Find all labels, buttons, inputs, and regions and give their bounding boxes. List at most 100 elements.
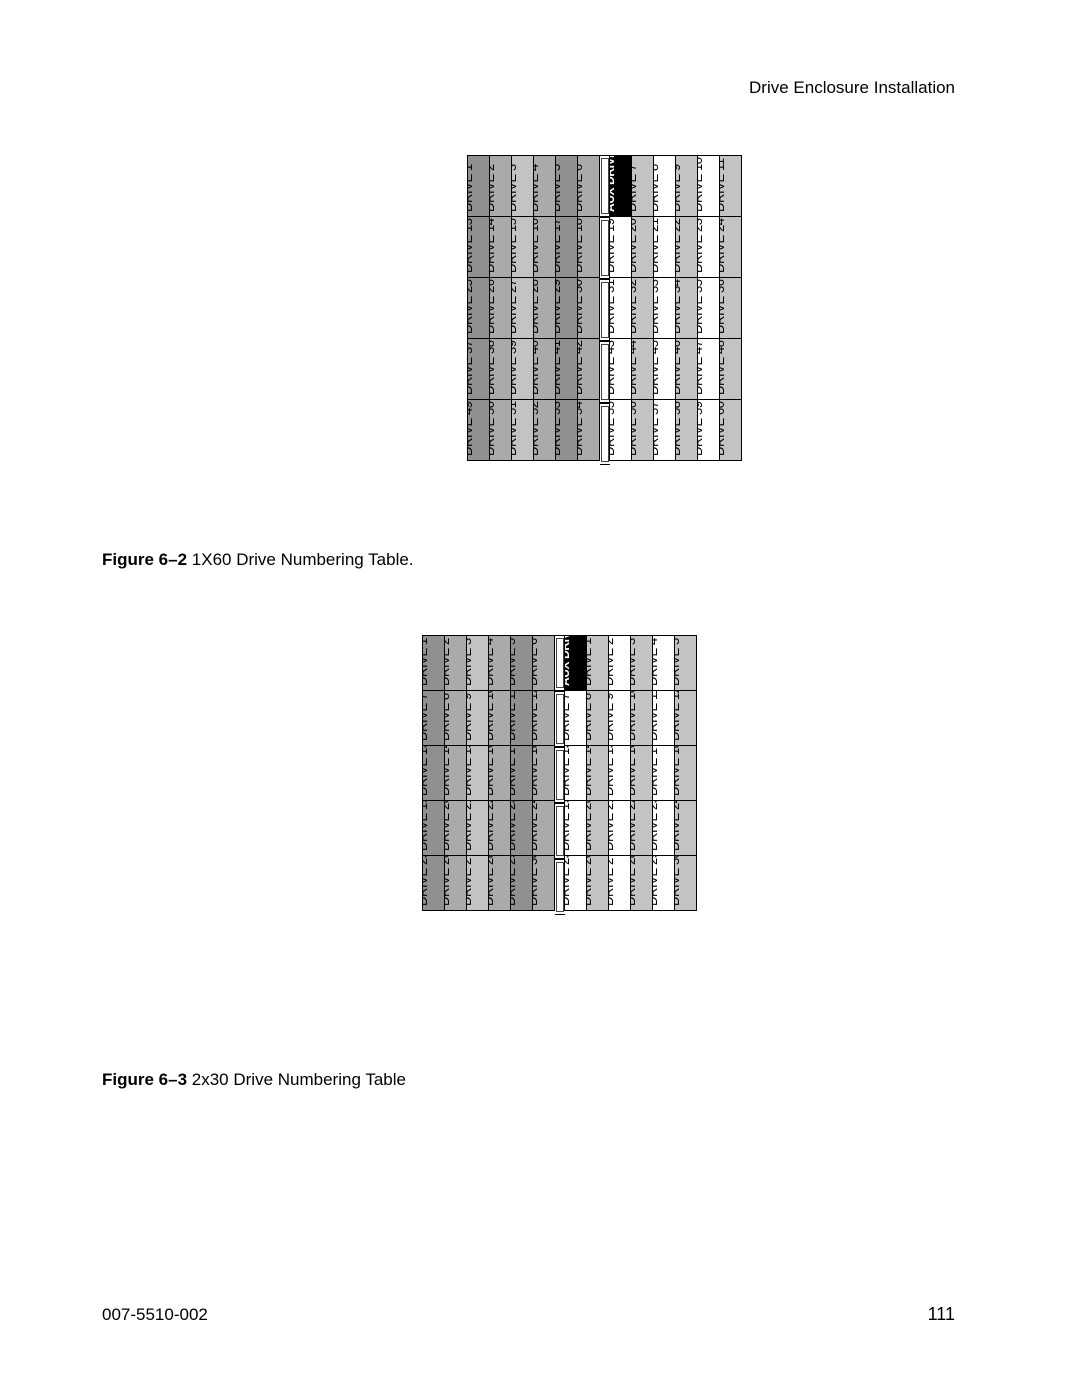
page-header: Drive Enclosure Installation <box>749 78 955 98</box>
drive-column: DRIVE 3DRIVE 15DRIVE 27DRIVE 39DRIVE 51 <box>511 155 534 461</box>
drive-label: DRIVE 31 <box>610 279 621 338</box>
drive-label: DRIVE 10 <box>631 690 642 745</box>
figure-text: 2x30 Drive Numbering Table <box>187 1070 406 1089</box>
figure-caption-1x60: Figure 6–2 1X60 Drive Numbering Table. <box>102 550 414 570</box>
drive-cell: DRIVE 1 <box>423 635 444 691</box>
drive-label: DRIVE 58 <box>676 401 687 460</box>
drive-label: DRIVE 1 <box>423 638 434 690</box>
drive-label: DRIVE 40 <box>534 340 545 399</box>
drive-label: DRIVE 55 <box>610 401 621 460</box>
drive-label: DRIVE 9 <box>467 693 478 745</box>
drive-cell: DRIVE 24 <box>720 216 741 278</box>
drive-label: DRIVE 20 <box>445 800 456 855</box>
drive-cell: DRIVE 1 <box>587 635 608 691</box>
drive-cell: DRIVE 50 <box>490 399 511 461</box>
drive-cell: DRIVE 6 <box>578 155 599 217</box>
drive-cell: DRIVE 43 <box>610 338 631 400</box>
drive-label: DRIVE 12 <box>675 690 686 745</box>
drive-label: DRIVE 24 <box>720 218 731 277</box>
drive-label: DRIVE 47 <box>698 340 709 399</box>
drive-cell: DRIVE 21 <box>654 216 675 278</box>
drive-cell: DRIVE 6 <box>533 635 554 691</box>
drive-label: DRIVE 41 <box>556 340 567 399</box>
drive-column: DRIVE 1DRIVE 13DRIVE 25DRIVE 37DRIVE 49 <box>467 155 490 461</box>
drive-cell: DRIVE 30 <box>533 855 554 911</box>
drive-cell: DRIVE 5 <box>511 635 532 691</box>
drive-cell: DRIVE 42 <box>578 338 599 400</box>
drive-cell: DRIVE 25 <box>468 277 489 339</box>
drive-cell: DRIVE 24 <box>533 800 554 856</box>
drive-cell: DRIVE 20 <box>632 216 653 278</box>
drive-cell: DRIVE 23 <box>511 800 532 856</box>
drive-label: DRIVE 5 <box>675 638 686 690</box>
drive-label: DRIVE 2 <box>445 638 456 690</box>
drive-label: DRIVE 42 <box>578 340 589 399</box>
drive-cell: DRIVE 23 <box>698 216 719 278</box>
drive-label: DRIVE 4 <box>653 638 664 690</box>
drive-column: DRIVE 4DRIVE 11DRIVE 17DRIVE 23DRIVE 29 <box>652 635 675 911</box>
drive-cell: DRIVE 16 <box>631 745 652 801</box>
drive-label: DRIVE 7 <box>565 693 576 745</box>
drive-cell: DRIVE 26 <box>445 855 466 911</box>
drive-label: DRIVE 9 <box>609 693 620 745</box>
drive-cell: DRIVE 30 <box>675 855 696 911</box>
drive-label: DRIVE 2 <box>490 164 501 216</box>
drive-label: DRIVE 12 <box>533 690 544 745</box>
drive-label: DRIVE 25 <box>468 279 479 338</box>
drive-label: DRIVE 51 <box>512 401 523 460</box>
drive-cell: DRIVE 22 <box>676 216 697 278</box>
drive-cell: DRIVE 60 <box>720 399 741 461</box>
drive-cell: DRIVE 39 <box>512 338 533 400</box>
drive-cell: DRIVE 59 <box>698 399 719 461</box>
drive-column: DRIVE 8DRIVE 21DRIVE 33DRIVE 45DRIVE 57 <box>653 155 676 461</box>
figure-label: Figure 6–3 <box>102 1070 187 1089</box>
drive-column: DRIVE 4DRIVE 10DRIVE 16DRIVE 22DRIVE 28 <box>488 635 511 911</box>
drive-label: DRIVE 15 <box>512 218 523 277</box>
drive-cell: DRIVE 23 <box>653 800 674 856</box>
drive-cell: DRIVE 29 <box>511 855 532 911</box>
drive-cell: DRIVE 55 <box>610 399 631 461</box>
drive-label: DRIVE 15 <box>609 745 620 800</box>
drive-cell: DRIVE 15 <box>467 745 488 801</box>
drive-label: DRIVE 19 <box>610 218 621 277</box>
drive-column: DRIVE 7DRIVE 20DRIVE 32DRIVE 44DRIVE 56 <box>631 155 654 461</box>
drive-cell: DRIVE 37 <box>468 338 489 400</box>
drive-cell: DRIVE 17 <box>556 216 577 278</box>
drive-label: DRIVE 6 <box>533 638 544 690</box>
drive-cell: DRIVE 35 <box>698 277 719 339</box>
drive-cell: DRIVE 27 <box>512 277 533 339</box>
drive-label: DRIVE 1 <box>468 164 479 216</box>
drive-label: AUX DRIVE <box>565 635 576 690</box>
drive-table-1x60: DRIVE 1DRIVE 13DRIVE 25DRIVE 37DRIVE 49D… <box>468 155 742 465</box>
drive-cell: DRIVE 14 <box>490 216 511 278</box>
drive-label: DRIVE 60 <box>720 401 731 460</box>
drive-column: AUX DRIVEDRIVE 19 DRIVE 31DRIVE 43DRIVE 5… <box>609 155 632 461</box>
aux-drive-cell: AUX DRIVE <box>610 155 631 217</box>
drive-label: DRIVE 49 <box>468 401 479 460</box>
drive-label: DRIVE 8 <box>445 693 456 745</box>
drive-label: DRIVE 10 <box>698 157 709 216</box>
page: Drive Enclosure Installation DRIVE 1DRIV… <box>0 0 1080 1397</box>
drive-label: DRIVE 56 <box>632 401 643 460</box>
aux-drive-cell: AUX DRIVE <box>565 635 586 691</box>
drive-label: DRIVE 25 <box>565 855 576 910</box>
drive-label: DRIVE 44 <box>632 340 643 399</box>
drive-cell: DRIVE 11 <box>653 690 674 746</box>
drive-cell: DRIVE 47 <box>698 338 719 400</box>
drive-column: DRIVE 2DRIVE 8DRIVE 14DRIVE 20DRIVE 26 <box>444 635 467 911</box>
drive-cell: DRIVE 15 <box>512 216 533 278</box>
drive-cell: DRIVE 25 <box>423 855 444 911</box>
drive-label: DRIVE 3 <box>467 638 478 690</box>
drive-label: DRIVE 11 <box>511 690 522 745</box>
drive-label: DRIVE 23 <box>511 800 522 855</box>
drive-label: DRIVE 26 <box>490 279 501 338</box>
drive-cell: DRIVE 15 <box>609 745 630 801</box>
drive-label: DRIVE 27 <box>467 855 478 910</box>
drive-cell: DRIVE 36 <box>720 277 741 339</box>
drive-column: DRIVE 1DRIVE 8DRIVE 14DRIVE 20DRIVE 26 <box>586 635 609 911</box>
drive-cell: DRIVE 2 <box>445 635 466 691</box>
drive-cell: DRIVE 11 <box>720 155 741 217</box>
drive-label: DRIVE 34 <box>676 279 687 338</box>
drive-cell: DRIVE 21 <box>609 800 630 856</box>
drive-label: DRIVE 28 <box>534 279 545 338</box>
